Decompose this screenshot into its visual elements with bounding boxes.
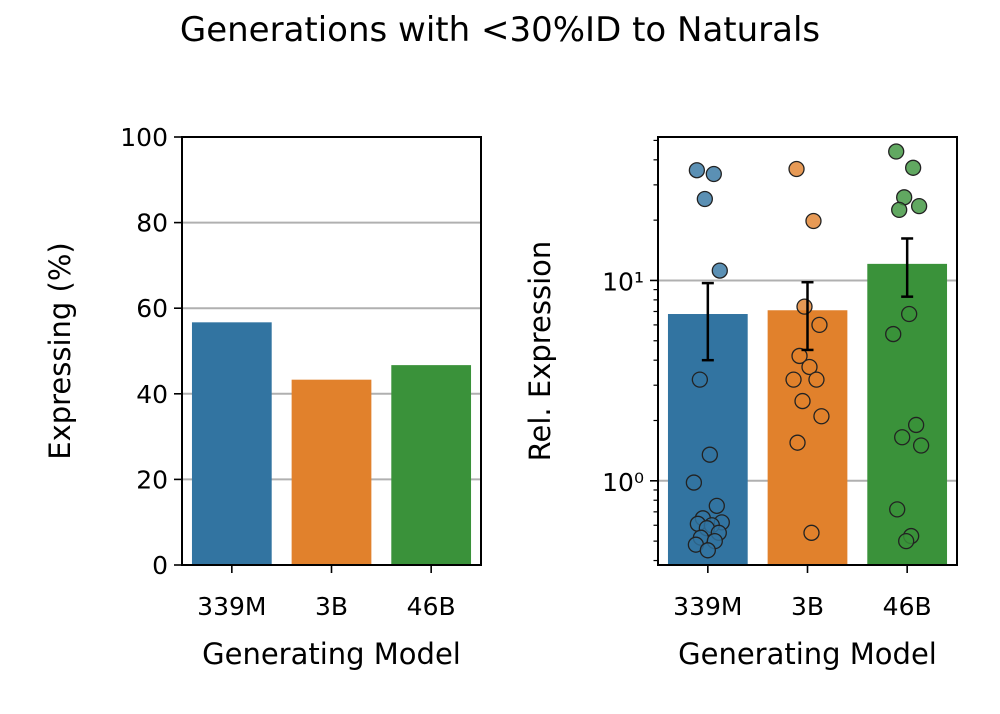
plot-frame	[657, 136, 958, 566]
plot-frame	[181, 136, 482, 566]
point-3B	[794, 392, 811, 410]
point-46B	[898, 532, 915, 550]
x-axis-label: Generating Model	[678, 637, 937, 671]
point-3B	[805, 212, 822, 230]
point-46B	[885, 325, 902, 343]
point-339M	[705, 165, 722, 183]
point-339M	[696, 190, 713, 208]
point-339M	[688, 162, 706, 179]
point-46B	[891, 201, 908, 219]
x-tick-label: 3B	[791, 592, 824, 621]
point-339M	[699, 542, 716, 559]
point-46B	[904, 159, 922, 176]
bar-3B	[767, 310, 848, 565]
point-339M	[708, 497, 725, 514]
point-46B	[889, 501, 906, 518]
bar-46B	[391, 365, 472, 565]
y-tick-label: 20	[136, 465, 168, 494]
point-3B	[803, 524, 820, 541]
y-tick-label: 80	[136, 209, 168, 238]
y-axis-label: Expressing (%)	[43, 242, 77, 460]
point-3B	[796, 298, 813, 315]
point-3B	[813, 408, 830, 425]
chart-expressing: 0 20 40 60 80 100 339M 3B 46B Generating Model Exp…	[43, 123, 482, 671]
y-tick-label: 100	[120, 123, 168, 152]
x-axis-label: Generating Model	[202, 637, 461, 671]
point-46B	[912, 437, 930, 454]
bar-3B	[291, 379, 372, 565]
point-339M	[711, 262, 728, 279]
point-46B	[910, 197, 928, 215]
point-46B	[894, 429, 911, 446]
y-tick-label: 40	[136, 380, 168, 409]
point-46B	[901, 305, 918, 323]
chart-rel-expression: 10⁰ 10¹ 339M 3B 46B Generating Model Rel. Expr…	[523, 136, 958, 671]
bar-339M	[191, 322, 272, 565]
y-axis-label: Rel. Expression	[523, 241, 557, 462]
point-339M	[691, 371, 709, 388]
y-tick-label: 60	[136, 294, 168, 323]
x-tick-label: 3B	[315, 592, 348, 621]
point-339M	[685, 474, 703, 491]
y-tick-label: 10¹	[602, 267, 644, 296]
point-339M	[701, 446, 718, 463]
point-3B	[791, 347, 808, 365]
y-tick-label: 0	[152, 551, 168, 580]
point-3B	[788, 160, 805, 178]
point-46B	[907, 416, 925, 434]
point-3B	[811, 316, 828, 334]
point-3B	[801, 358, 818, 376]
x-tick-label: 46B	[407, 592, 456, 621]
point-3B	[785, 371, 802, 388]
point-3B	[808, 371, 825, 388]
x-tick-label: 46B	[883, 592, 932, 621]
point-3B	[789, 434, 806, 451]
x-tick-label: 339M	[673, 592, 742, 621]
y-tick-label: 10⁰	[602, 468, 644, 497]
point-46B	[888, 143, 905, 160]
x-tick-label: 339M	[197, 592, 266, 621]
figure-title: Generations with <30%ID to Naturals	[179, 10, 821, 50]
